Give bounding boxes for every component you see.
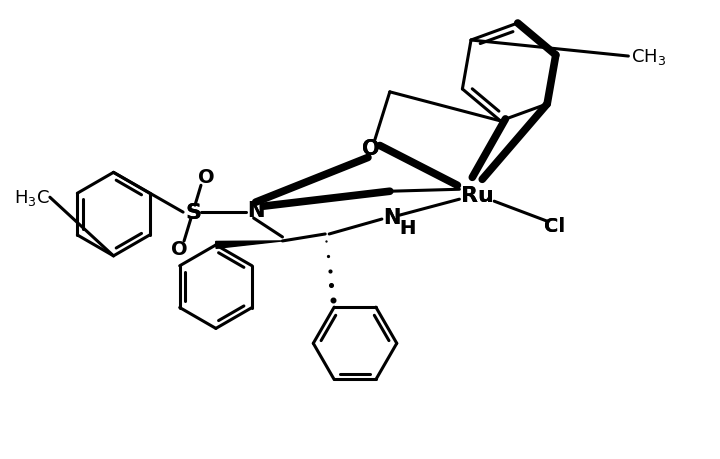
Text: S: S (185, 203, 201, 223)
Text: O: O (197, 168, 215, 186)
Text: N: N (247, 201, 264, 221)
Text: Cl: Cl (544, 216, 565, 235)
Text: N: N (383, 207, 400, 228)
Text: Ru: Ru (461, 186, 494, 206)
Text: S: S (185, 203, 201, 223)
Text: O: O (171, 240, 187, 259)
Text: CH$_3$: CH$_3$ (631, 47, 666, 67)
Polygon shape (216, 241, 282, 249)
Text: H$_3$C: H$_3$C (14, 188, 50, 208)
Text: H: H (400, 218, 416, 237)
Text: O: O (362, 139, 379, 159)
Text: N: N (383, 207, 400, 228)
Text: Cl: Cl (544, 216, 565, 235)
Text: Ru: Ru (461, 186, 494, 206)
Text: H: H (400, 218, 416, 237)
Text: O: O (362, 139, 379, 159)
Text: N: N (247, 201, 264, 221)
